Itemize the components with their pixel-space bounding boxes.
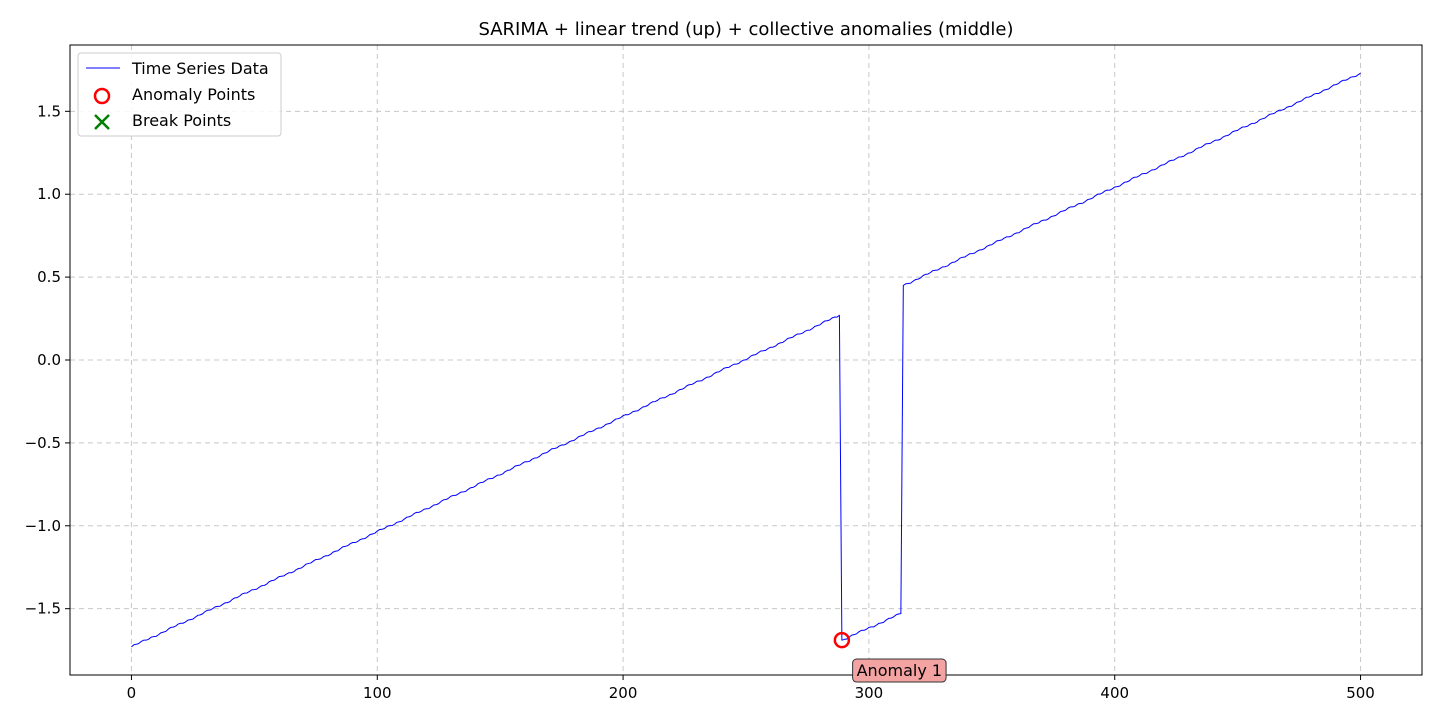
plot-content bbox=[131, 72, 1361, 649]
legend-label-break: Break Points bbox=[132, 111, 231, 130]
x-tick-label: 500 bbox=[1346, 684, 1375, 702]
x-tick-label: 400 bbox=[1100, 684, 1129, 702]
y-tick-label: 0.0 bbox=[37, 351, 61, 369]
legend-anomaly-icon bbox=[93, 87, 111, 105]
anomaly-point bbox=[833, 631, 851, 649]
legend-label-anomaly: Anomaly Points bbox=[132, 85, 255, 104]
annotation: Anomaly 1 bbox=[852, 658, 947, 683]
x-tick-label: 100 bbox=[363, 684, 392, 702]
x-tick-label: 200 bbox=[609, 684, 638, 702]
y-tick-label: 1.5 bbox=[37, 102, 61, 120]
legend-box bbox=[77, 52, 282, 137]
annotation-box bbox=[852, 658, 947, 683]
annotations: Anomaly 1 bbox=[852, 658, 947, 683]
y-tick-label: 0.5 bbox=[37, 268, 61, 286]
x-tick-label: 0 bbox=[127, 684, 137, 702]
grid bbox=[70, 45, 1422, 675]
legend-break-icon bbox=[94, 114, 110, 130]
x-axis: 0 100 200 300 400 500 bbox=[127, 675, 1375, 702]
chart-title: SARIMA + linear trend (up) + collective … bbox=[478, 19, 1013, 40]
y-axis: −1.5 −1.0 −0.5 0.0 0.5 1.0 1.5 bbox=[25, 102, 70, 618]
x-tick-label: 300 bbox=[855, 684, 884, 702]
legend: Time Series Data Anomaly Points Break Po… bbox=[77, 52, 282, 137]
y-tick-label: −1.0 bbox=[25, 517, 61, 535]
annotation-label: Anomaly 1 bbox=[857, 661, 942, 680]
legend-label-series: Time Series Data bbox=[131, 59, 269, 78]
y-tick-label: 1.0 bbox=[37, 185, 61, 203]
series-line bbox=[131, 72, 1361, 648]
y-tick-label: −0.5 bbox=[25, 434, 61, 452]
y-tick-label: −1.5 bbox=[25, 600, 61, 618]
